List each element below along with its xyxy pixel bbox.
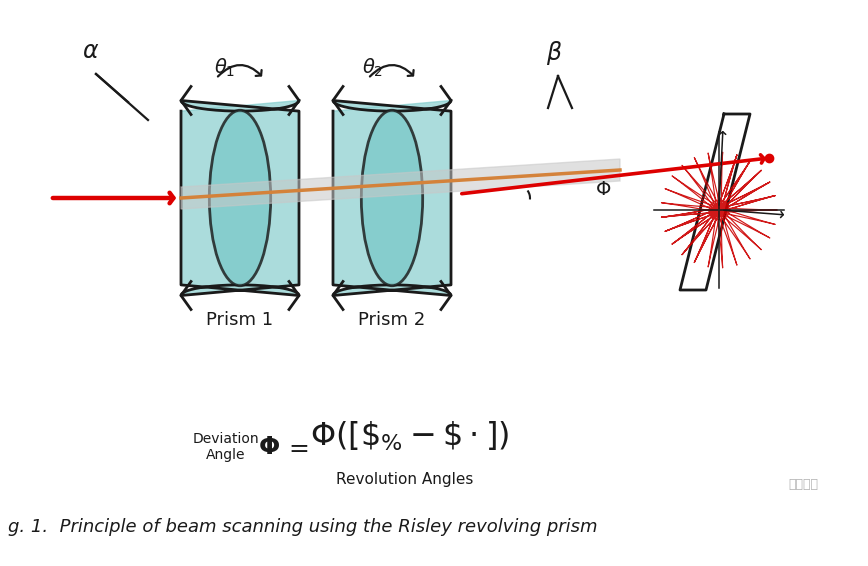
- Text: $\Phi([\$_{\%} - \$\cdot])$: $\Phi([\$_{\%} - \$\cdot])$: [310, 420, 510, 453]
- Text: 汽车之心: 汽车之心: [788, 478, 818, 491]
- Text: Deviation: Deviation: [193, 432, 260, 446]
- Text: Revolution Angles: Revolution Angles: [336, 472, 474, 487]
- Ellipse shape: [361, 110, 423, 286]
- Text: $\Phi$: $\Phi$: [595, 180, 611, 199]
- Text: $\beta$: $\beta$: [546, 39, 562, 67]
- Text: Angle: Angle: [207, 448, 246, 462]
- Text: Prism 1: Prism 1: [207, 311, 273, 329]
- Text: $\theta_2$: $\theta_2$: [362, 57, 383, 79]
- Text: $\alpha$: $\alpha$: [82, 39, 99, 63]
- Polygon shape: [181, 101, 299, 295]
- Text: $\mathbf{\Phi}$: $\mathbf{\Phi}$: [258, 435, 280, 459]
- Ellipse shape: [209, 110, 271, 286]
- Text: $=$: $=$: [284, 435, 309, 459]
- Polygon shape: [181, 159, 620, 209]
- Text: g. 1.  Principle of beam scanning using the Risley revolving prism: g. 1. Principle of beam scanning using t…: [8, 518, 597, 536]
- Text: $\theta_1$: $\theta_1$: [214, 57, 235, 79]
- Text: Prism 2: Prism 2: [358, 311, 425, 329]
- Polygon shape: [333, 101, 451, 295]
- Polygon shape: [680, 114, 750, 290]
